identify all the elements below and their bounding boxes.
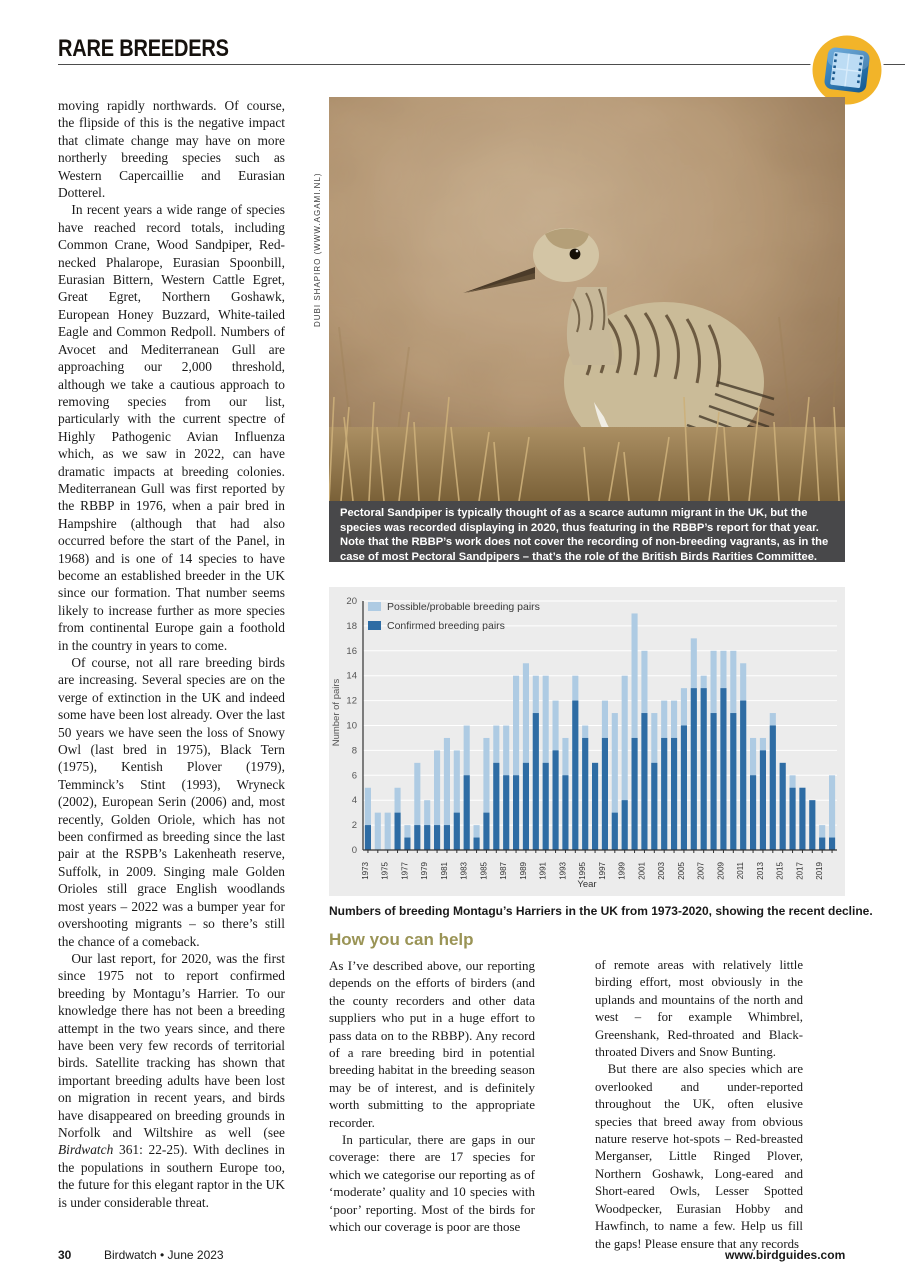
svg-text:1989: 1989: [519, 861, 528, 879]
svg-text:1977: 1977: [400, 861, 409, 879]
svg-text:2017: 2017: [795, 861, 804, 879]
svg-text:0: 0: [352, 845, 357, 856]
svg-text:14: 14: [346, 671, 357, 682]
svg-text:1997: 1997: [598, 861, 607, 879]
svg-text:2003: 2003: [657, 861, 666, 879]
svg-text:6: 6: [352, 770, 357, 781]
svg-text:1975: 1975: [381, 861, 390, 879]
svg-text:16: 16: [346, 646, 357, 657]
svg-text:10: 10: [346, 721, 357, 732]
svg-text:1995: 1995: [578, 861, 587, 879]
svg-text:1981: 1981: [440, 861, 449, 879]
svg-text:2005: 2005: [677, 861, 686, 879]
svg-text:2001: 2001: [637, 861, 646, 879]
svg-text:2015: 2015: [776, 861, 785, 879]
svg-text:4: 4: [352, 795, 357, 806]
svg-text:2: 2: [352, 820, 357, 831]
svg-text:1973: 1973: [361, 861, 370, 879]
svg-text:18: 18: [346, 621, 357, 632]
svg-text:1993: 1993: [558, 861, 567, 879]
svg-text:1979: 1979: [420, 861, 429, 879]
svg-text:20: 20: [346, 596, 357, 607]
svg-text:1985: 1985: [479, 861, 488, 879]
svg-text:2013: 2013: [756, 861, 765, 879]
svg-text:1983: 1983: [460, 861, 469, 879]
svg-text:2007: 2007: [697, 861, 706, 879]
svg-text:1999: 1999: [618, 861, 627, 879]
svg-text:1991: 1991: [539, 861, 548, 879]
svg-text:12: 12: [346, 696, 357, 707]
svg-text:8: 8: [352, 745, 357, 756]
svg-text:2011: 2011: [736, 861, 745, 879]
svg-text:2009: 2009: [716, 861, 725, 879]
svg-text:1987: 1987: [499, 861, 508, 879]
svg-text:2019: 2019: [815, 861, 824, 879]
